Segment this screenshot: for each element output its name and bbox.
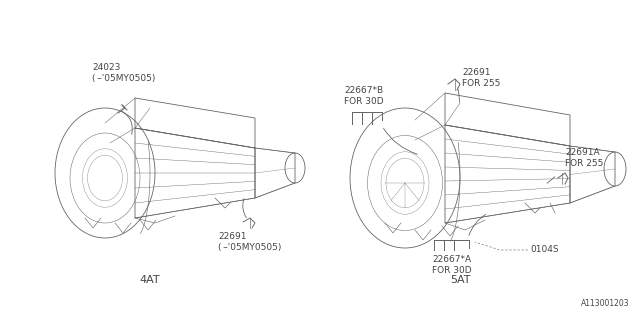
Text: 22691A: 22691A	[565, 148, 600, 157]
Text: 24023: 24023	[92, 63, 120, 72]
Text: 22691: 22691	[218, 232, 246, 241]
Text: 5AT: 5AT	[450, 275, 470, 285]
Text: FOR 255: FOR 255	[565, 159, 604, 168]
Text: FOR 30D: FOR 30D	[344, 97, 383, 106]
Text: FOR 255: FOR 255	[462, 79, 500, 88]
Text: A113001203: A113001203	[581, 299, 630, 308]
Text: 4AT: 4AT	[140, 275, 160, 285]
Text: 22667*A: 22667*A	[432, 255, 471, 264]
Text: 22691: 22691	[462, 68, 490, 77]
Text: ( –'05MY0505): ( –'05MY0505)	[218, 243, 282, 252]
Text: ( –'05MY0505): ( –'05MY0505)	[92, 74, 156, 83]
Text: FOR 30D: FOR 30D	[432, 266, 472, 275]
Text: 22667*B: 22667*B	[344, 86, 383, 95]
Text: 0104S: 0104S	[530, 245, 559, 254]
